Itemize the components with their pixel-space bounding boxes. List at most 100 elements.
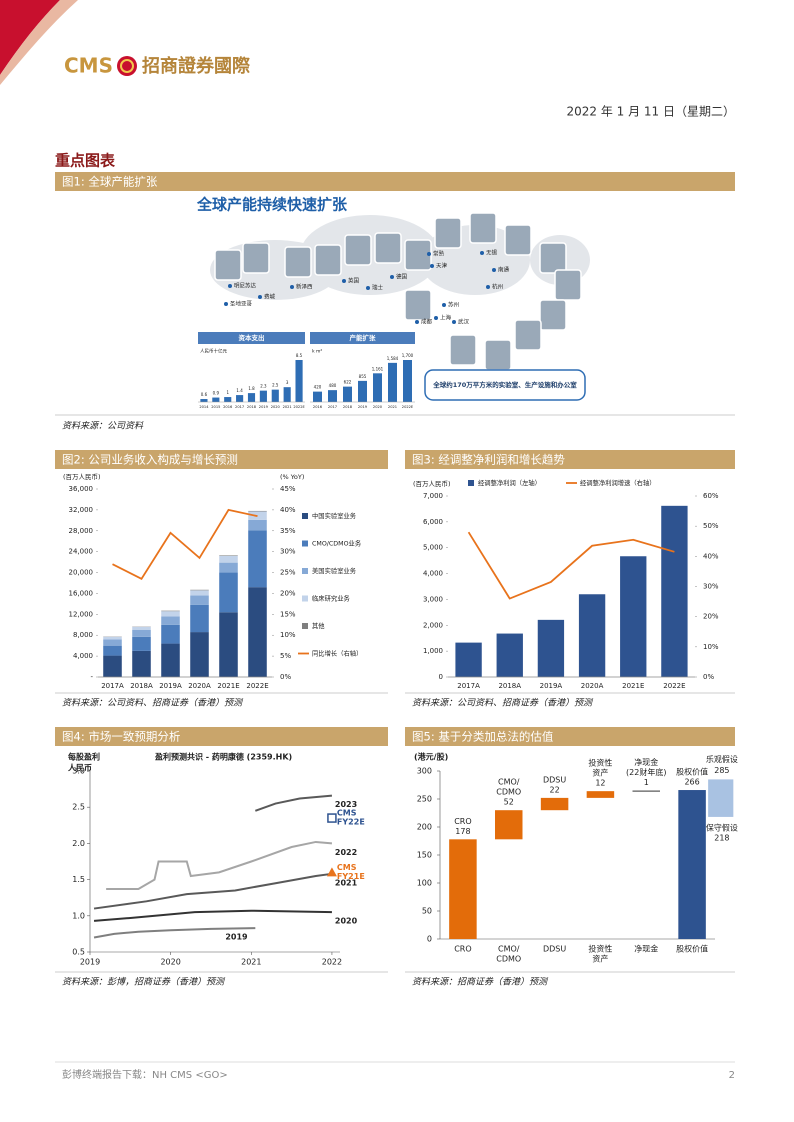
y2-tick-label: 10%: [280, 631, 296, 639]
y-tick-label: 20,000: [69, 569, 94, 577]
mini-category: 2021: [388, 405, 397, 409]
legend-label: 其他: [312, 621, 325, 630]
y-tick-label: 0: [427, 935, 432, 944]
bar: [578, 594, 606, 677]
figure-banner: [405, 450, 735, 469]
city-dot: [430, 264, 434, 268]
bar: [455, 642, 482, 677]
legend-label: 临床研究业务: [312, 594, 350, 603]
x-tick-label: 2020A: [188, 682, 211, 690]
city-label: 新泽西: [296, 283, 313, 291]
mini-category: 2017: [328, 405, 337, 409]
site-photo: [504, 224, 532, 256]
source: 资料来源：公司资料、招商证券（香港）预测: [62, 698, 244, 709]
mini-bar: [358, 380, 367, 402]
legend-swatch: [468, 480, 474, 486]
mini-category: 2020: [271, 405, 281, 409]
legend-label: CMO/CDMO业务: [312, 539, 362, 548]
y-tick-label: 0: [439, 673, 443, 681]
city-dot: [224, 302, 228, 306]
bar-name-label: CDMO: [496, 788, 521, 797]
site-photo: [242, 242, 270, 274]
x-tick-label: CRO: [454, 945, 471, 954]
city-dot: [390, 275, 394, 279]
legend-swatch: [302, 513, 308, 519]
logo-emblem: [117, 56, 137, 76]
bar: [132, 626, 151, 630]
waterfall-bar: [586, 791, 615, 798]
x-tick-label: 2020A: [581, 682, 604, 690]
line-series: [254, 794, 333, 812]
mini-bar: [403, 360, 412, 402]
x-tick-label: 2021E: [217, 682, 239, 690]
site-photo: [404, 239, 432, 271]
site-photo: [539, 299, 567, 331]
y2-tick-label: 5%: [280, 652, 291, 660]
mini-bar: [212, 397, 220, 402]
mini-category: 2018: [343, 405, 353, 409]
figure-banner: [55, 450, 388, 469]
y-tick-label: 1,000: [423, 647, 443, 655]
city-label: 南通: [498, 266, 510, 274]
city-label: 上海: [440, 314, 452, 322]
figure-title: 图4: 市场一致预期分析: [62, 730, 180, 744]
bar-name-label: CMO/: [498, 778, 520, 787]
city-dot: [342, 279, 346, 283]
bar: [161, 624, 180, 644]
mini-chart-band: [310, 332, 415, 344]
y-tick-label: 16,000: [69, 589, 94, 597]
bar: [248, 587, 267, 677]
value-label: 12: [595, 779, 605, 788]
callout-box: [424, 369, 586, 401]
site-photo: [344, 234, 372, 266]
mini-value-label: 480: [329, 383, 337, 388]
bar: [103, 639, 122, 646]
bar-name-label: CRO: [454, 817, 471, 826]
x-tick-label: DDSU: [543, 945, 566, 954]
x-tick-label: 资产: [592, 954, 608, 964]
city-dot: [434, 316, 438, 320]
source: 资料来源：招商证券（香港）预测: [412, 977, 549, 988]
brand: 招商證券國際: [142, 55, 251, 77]
mini-category: 2018: [247, 405, 257, 409]
city-label: 瑞士: [372, 284, 384, 292]
y2-tick-label: 30%: [280, 548, 296, 556]
point-label: CMS: [337, 863, 357, 872]
city-dot: [228, 284, 232, 288]
city-dot: [427, 252, 431, 256]
bar: [537, 619, 565, 677]
y-tick-label: 200: [417, 823, 432, 832]
waterfall-bar: [678, 790, 706, 939]
bar: [132, 630, 151, 637]
mini-value-label: 1,161: [372, 366, 384, 371]
site-photo: [434, 217, 462, 249]
bar: [219, 555, 238, 563]
y2-tick-label: 50%: [703, 522, 719, 530]
city-dot: [290, 285, 294, 289]
y-tick-label: 32,000: [69, 506, 94, 514]
mini-value-label: 1.4: [236, 388, 243, 393]
bar-name-label: (22财年底): [626, 767, 666, 777]
bar-name-label: DDSU: [543, 775, 566, 784]
figure-title: 图5: 基于分类加总法的估值: [412, 730, 554, 744]
site-photo: [314, 244, 342, 276]
figure-title: 图3: 经调整净利润和增长趋势: [412, 453, 565, 467]
series-end-label: 2020: [335, 917, 358, 926]
city-label: 苏州: [448, 301, 459, 309]
mini-value-label: 1,584: [387, 356, 399, 361]
series-end-label: 2021: [335, 878, 358, 887]
y2-tick-label: 10%: [703, 643, 719, 651]
y-tick-label: 3,000: [423, 595, 443, 603]
bar: [219, 572, 238, 613]
point-label: CMS: [337, 809, 357, 818]
mini-value-label: 1: [226, 390, 229, 395]
mini-bar: [271, 389, 279, 402]
city-label: 无锡: [486, 249, 498, 257]
bar: [190, 632, 209, 677]
mini-value-label: 3: [286, 380, 289, 385]
value-label: 266: [684, 778, 699, 787]
mini-category: 2015: [211, 405, 220, 409]
y-tick-label: 8,000: [73, 631, 93, 639]
legend-label: 同比增长（右轴）: [312, 649, 362, 658]
mini-category: 2021: [283, 405, 292, 409]
